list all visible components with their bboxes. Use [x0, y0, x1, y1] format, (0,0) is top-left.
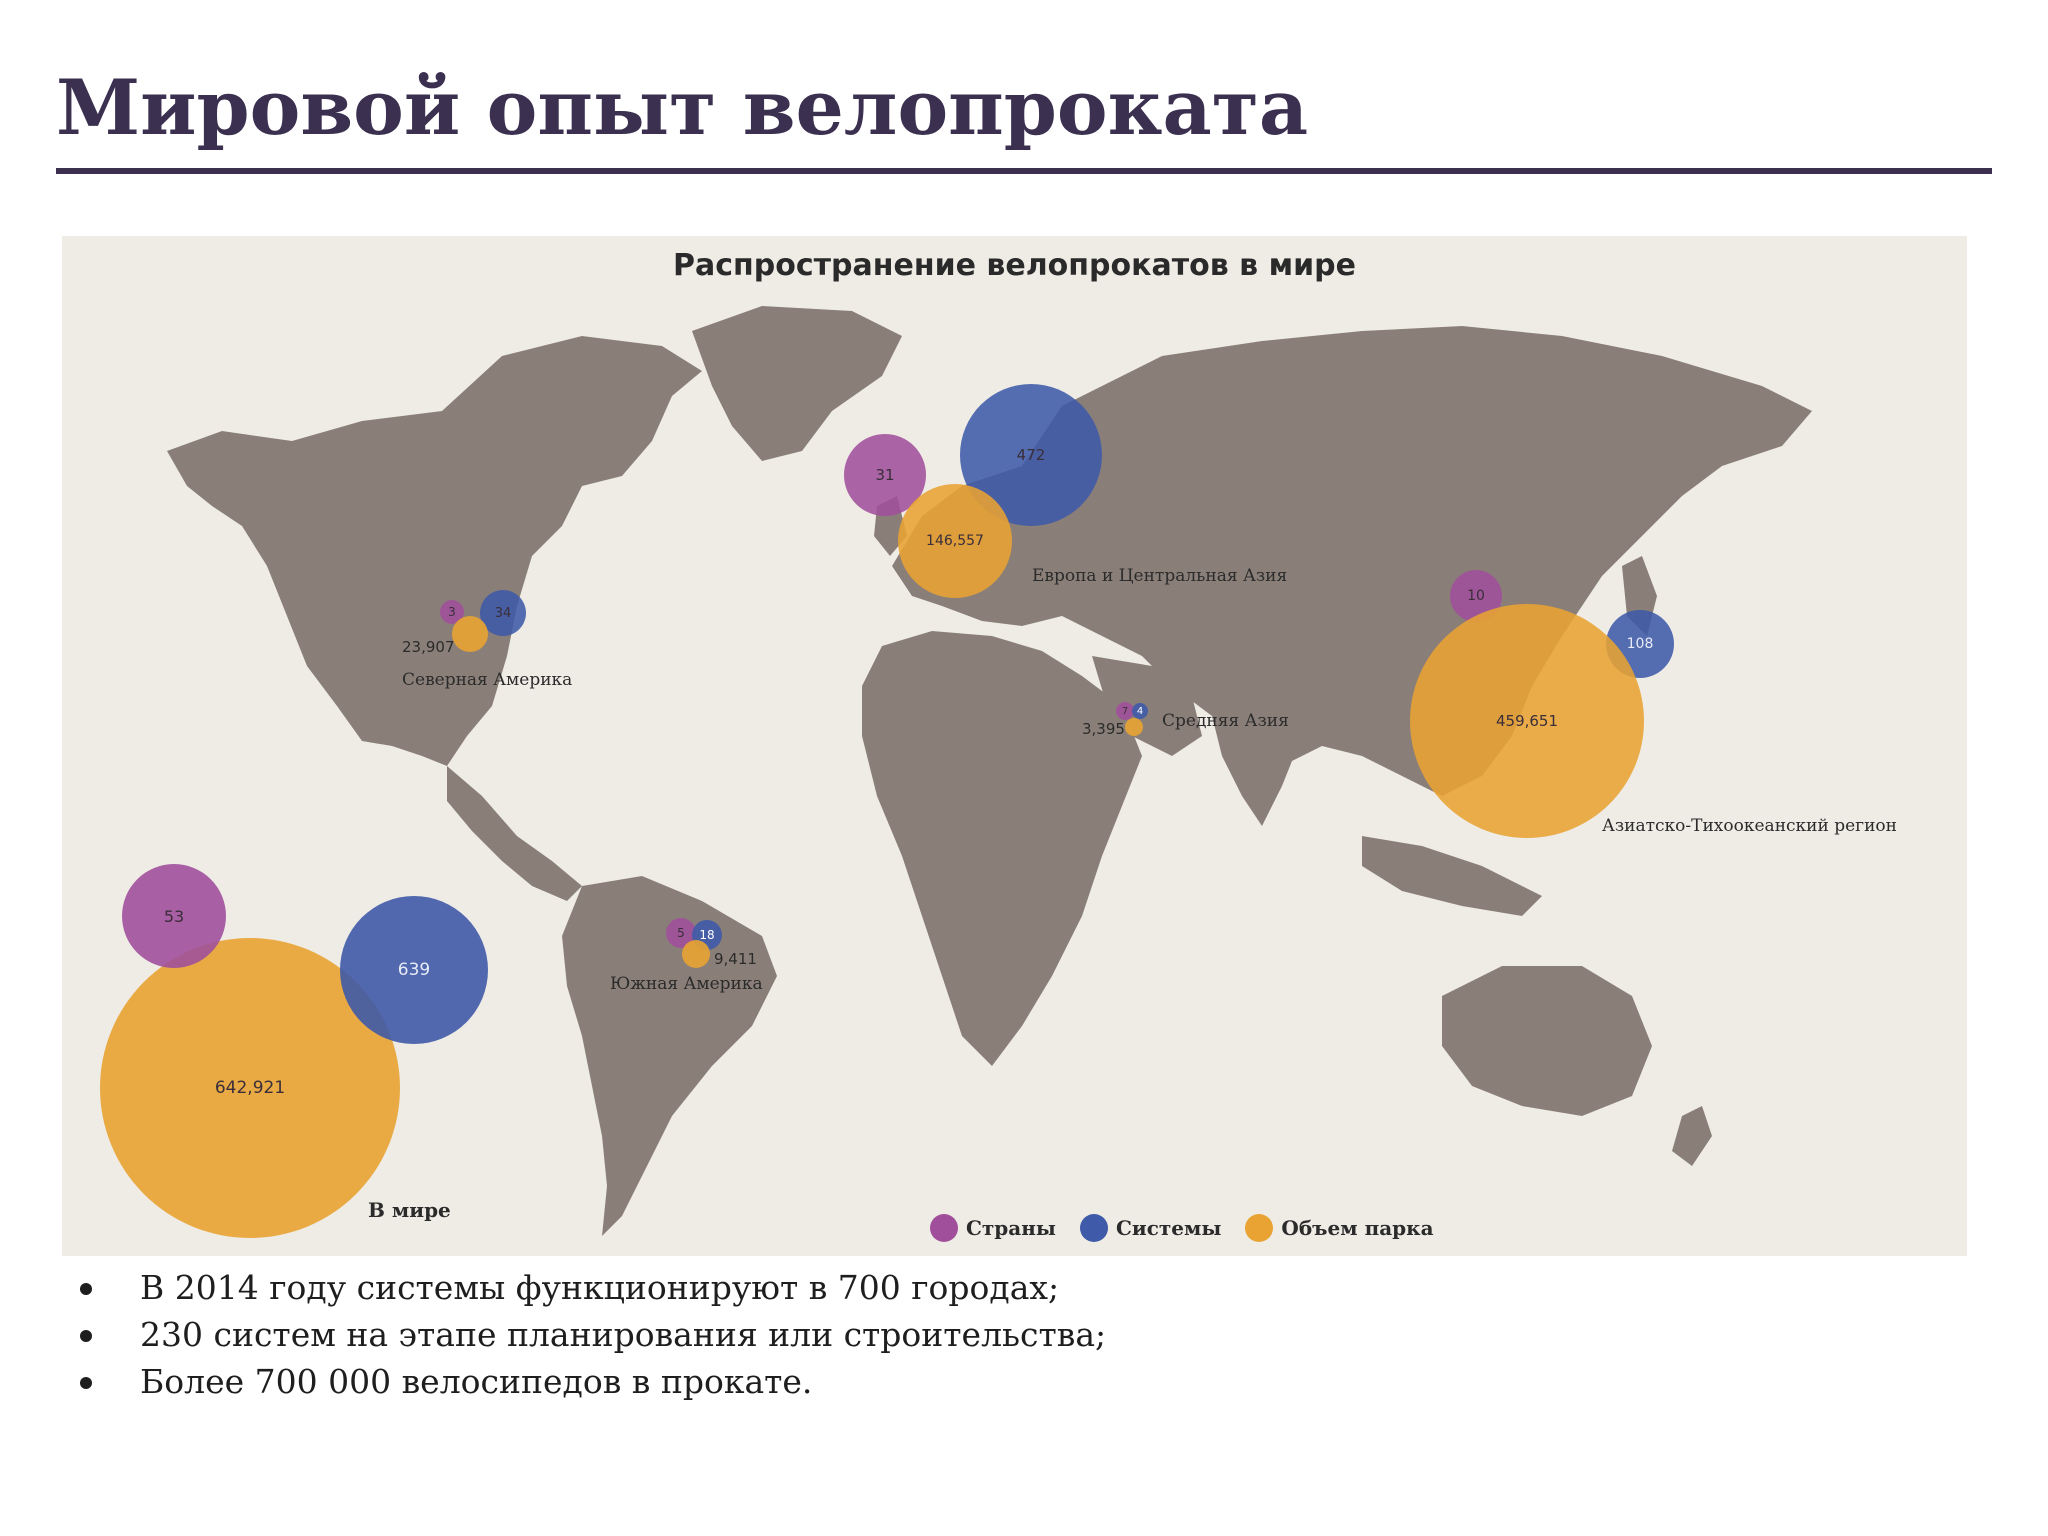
eurasia-land [892, 326, 1812, 796]
asia-pacific-countries-value: 10 [1467, 588, 1485, 604]
north-america-systems-value: 34 [494, 605, 512, 621]
bullet-text: 230 систем на этапе планирования или стр… [140, 1315, 1107, 1354]
north-america-land [167, 336, 702, 766]
world-map-panel: Распространение велопрокатов в мире 31 4… [62, 236, 1967, 1256]
legend-countries-label: Страны [966, 1216, 1056, 1240]
title-divider [56, 168, 1992, 174]
greenland-land [692, 306, 902, 461]
europe-fleet-value: 146,557 [926, 533, 984, 549]
europe-region-label: Европа и Центральная Азия [1032, 566, 1288, 586]
middle-asia-countries-value: 7 [1121, 705, 1129, 717]
legend-countries-swatch [930, 1214, 958, 1242]
bullet-text: В 2014 году системы функционируют в 700 … [140, 1268, 1060, 1307]
world-systems-value: 639 [397, 960, 431, 980]
new-zealand-land [1672, 1106, 1712, 1166]
india-land [1212, 706, 1302, 826]
south-america-region-label: Южная Америка [610, 974, 763, 994]
bullet-marker [80, 1377, 92, 1389]
bullet-list: В 2014 году системы функционируют в 700 … [76, 1264, 1106, 1405]
legend-systems-label: Системы [1115, 1216, 1222, 1240]
legend-systems-swatch [1079, 1214, 1108, 1242]
south-america-countries-value: 5 [677, 926, 685, 940]
africa-land [862, 631, 1142, 1066]
arabia-land [1092, 656, 1202, 756]
legend-fleet-label: Объем парка [1281, 1216, 1434, 1240]
south-america-land [562, 876, 777, 1236]
world-countries-bubble: 53 [122, 864, 226, 968]
south-america-fleet-value: 9,411 [714, 950, 757, 968]
slide-title: Мировой опыт велопроката [56, 63, 1309, 152]
bullet-item: В 2014 году системы функционируют в 700 … [76, 1264, 1106, 1311]
middle-asia-countries-bubble: 7 [1116, 702, 1134, 720]
middle-asia-fleet-bubble [1125, 718, 1143, 736]
europe-systems-value: 472 [1016, 446, 1046, 464]
bullet-text: Более 700 000 велосипедов в прокате. [140, 1362, 813, 1401]
bullet-marker [80, 1283, 92, 1295]
middle-asia-region-label: Средняя Азия [1162, 711, 1289, 731]
map-title: Распространение велопрокатов в мире [673, 248, 1356, 283]
australia-land [1442, 966, 1652, 1116]
world-systems-bubble: 639 [340, 896, 488, 1044]
south-america-fleet-bubble [682, 940, 710, 968]
middle-asia-systems-bubble: 4 [1132, 703, 1148, 719]
bullet-marker [80, 1330, 92, 1342]
bullet-item: Более 700 000 велосипедов в прокате. [76, 1358, 1106, 1405]
world-fleet-value: 642,921 [214, 1078, 286, 1098]
legend-fleet-swatch [1245, 1214, 1274, 1242]
asia-pacific-region-label: Азиатско-Тихоокеанский регион [1602, 816, 1897, 836]
asia-pacific-fleet-value: 459,651 [1495, 712, 1559, 730]
asia-pacific-systems-value: 108 [1626, 636, 1654, 652]
world-map-land [167, 306, 1812, 1236]
legend-item-countries: Страны [930, 1214, 1056, 1242]
world-countries-value: 53 [163, 906, 185, 926]
legend-item-systems: Системы [1079, 1214, 1222, 1242]
central-america-land [447, 766, 582, 901]
north-america-region-label: Северная Америка [402, 670, 573, 690]
middle-asia-systems-value: 4 [1136, 705, 1144, 717]
map-legend: Страны Системы Объем парка [930, 1214, 1434, 1242]
europe-fleet-bubble: 146,557 [898, 484, 1012, 598]
north-america-fleet-value: 23,907 [402, 638, 455, 656]
legend-item-fleet: Объем парка [1245, 1214, 1434, 1242]
asia-pacific-fleet-bubble: 459,651 [1410, 604, 1644, 838]
north-america-fleet-bubble [452, 616, 488, 652]
bullet-item: 230 систем на этапе планирования или стр… [76, 1311, 1106, 1358]
europe-countries-value: 31 [875, 466, 895, 484]
middle-asia-fleet-value: 3,395 [1082, 720, 1125, 738]
southeast-asia-islands-land [1362, 836, 1542, 916]
north-america-countries-value: 3 [448, 605, 456, 619]
south-america-systems-value: 18 [699, 928, 715, 942]
world-region-label: В мире [368, 1198, 451, 1222]
north-america-systems-bubble: 34 [480, 590, 526, 636]
